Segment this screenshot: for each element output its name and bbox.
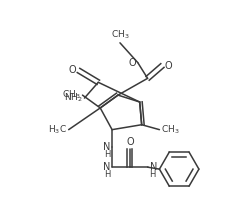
Text: H: H <box>104 170 110 178</box>
Text: H: H <box>104 150 110 159</box>
Text: NH$_2$: NH$_2$ <box>64 92 82 104</box>
Text: N: N <box>103 142 110 152</box>
Text: O: O <box>164 61 172 71</box>
Text: H$_3$C: H$_3$C <box>48 123 67 136</box>
Text: O: O <box>128 58 136 68</box>
Text: O: O <box>69 66 76 76</box>
Text: H: H <box>150 170 156 178</box>
Text: CH$_3$: CH$_3$ <box>111 28 129 41</box>
Text: O: O <box>126 137 134 147</box>
Text: CH$_3$: CH$_3$ <box>161 123 180 136</box>
Text: N: N <box>103 162 110 172</box>
Text: N: N <box>150 162 157 172</box>
Text: CH$_3$: CH$_3$ <box>62 89 80 101</box>
